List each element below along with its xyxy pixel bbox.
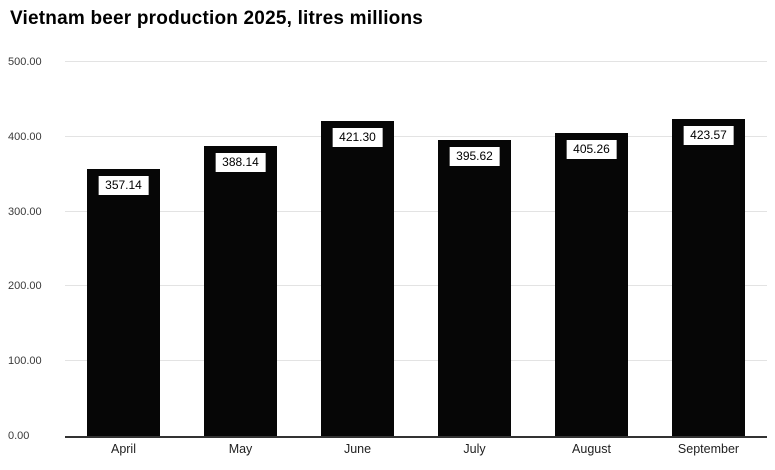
bar-slot: 423.57 <box>650 62 767 436</box>
bar-august: 405.26 <box>555 132 628 436</box>
y-tick-label: 100.00 <box>8 355 42 368</box>
bar-value-label: 395.62 <box>449 147 500 167</box>
bar-slot: 405.26 <box>533 62 650 436</box>
bar-slot: 357.14 <box>65 62 182 436</box>
bar-june: 421.30 <box>321 120 394 436</box>
bar-slot: 395.62 <box>416 62 533 436</box>
bar-september: 423.57 <box>672 119 745 436</box>
y-tick-label: 400.00 <box>8 130 42 143</box>
y-tick-label: 300.00 <box>8 205 42 218</box>
y-tick-label: 0.00 <box>8 430 30 442</box>
category-label: August <box>572 442 611 456</box>
gridline <box>65 210 767 212</box>
bar-value-label: 357.14 <box>98 175 149 195</box>
bar-value-label: 388.14 <box>215 152 266 172</box>
category-label: April <box>110 442 136 456</box>
bar-july: 395.62 <box>438 140 511 436</box>
gridline <box>65 285 767 287</box>
category-label: May <box>228 442 253 456</box>
bar-value-label: 405.26 <box>566 139 617 159</box>
bars-row: 357.14 388.14 421.30 395.62 405.26 423.57 <box>65 62 767 436</box>
gridline <box>65 61 767 62</box>
x-axis-labels: April May June July August September <box>65 442 767 456</box>
category-label: July <box>463 442 486 456</box>
y-tick-label: 500.00 <box>8 56 42 68</box>
category-label: September <box>677 442 740 456</box>
gridline <box>65 135 767 137</box>
category-label: June <box>343 442 372 456</box>
y-tick-label: 200.00 <box>8 280 42 293</box>
bar-april: 357.14 <box>87 168 160 436</box>
bar-may: 388.14 <box>204 145 277 436</box>
bar-value-label: 421.30 <box>332 127 383 147</box>
bar-slot: 421.30 <box>299 62 416 436</box>
bar-value-label: 423.57 <box>683 126 734 146</box>
plot-area: 357.14 388.14 421.30 395.62 405.26 423.57 <box>65 61 767 438</box>
gridline <box>65 360 767 362</box>
chart-title: Vietnam beer production 2025, litres mil… <box>10 8 424 29</box>
bar-slot: 388.14 <box>182 62 299 436</box>
